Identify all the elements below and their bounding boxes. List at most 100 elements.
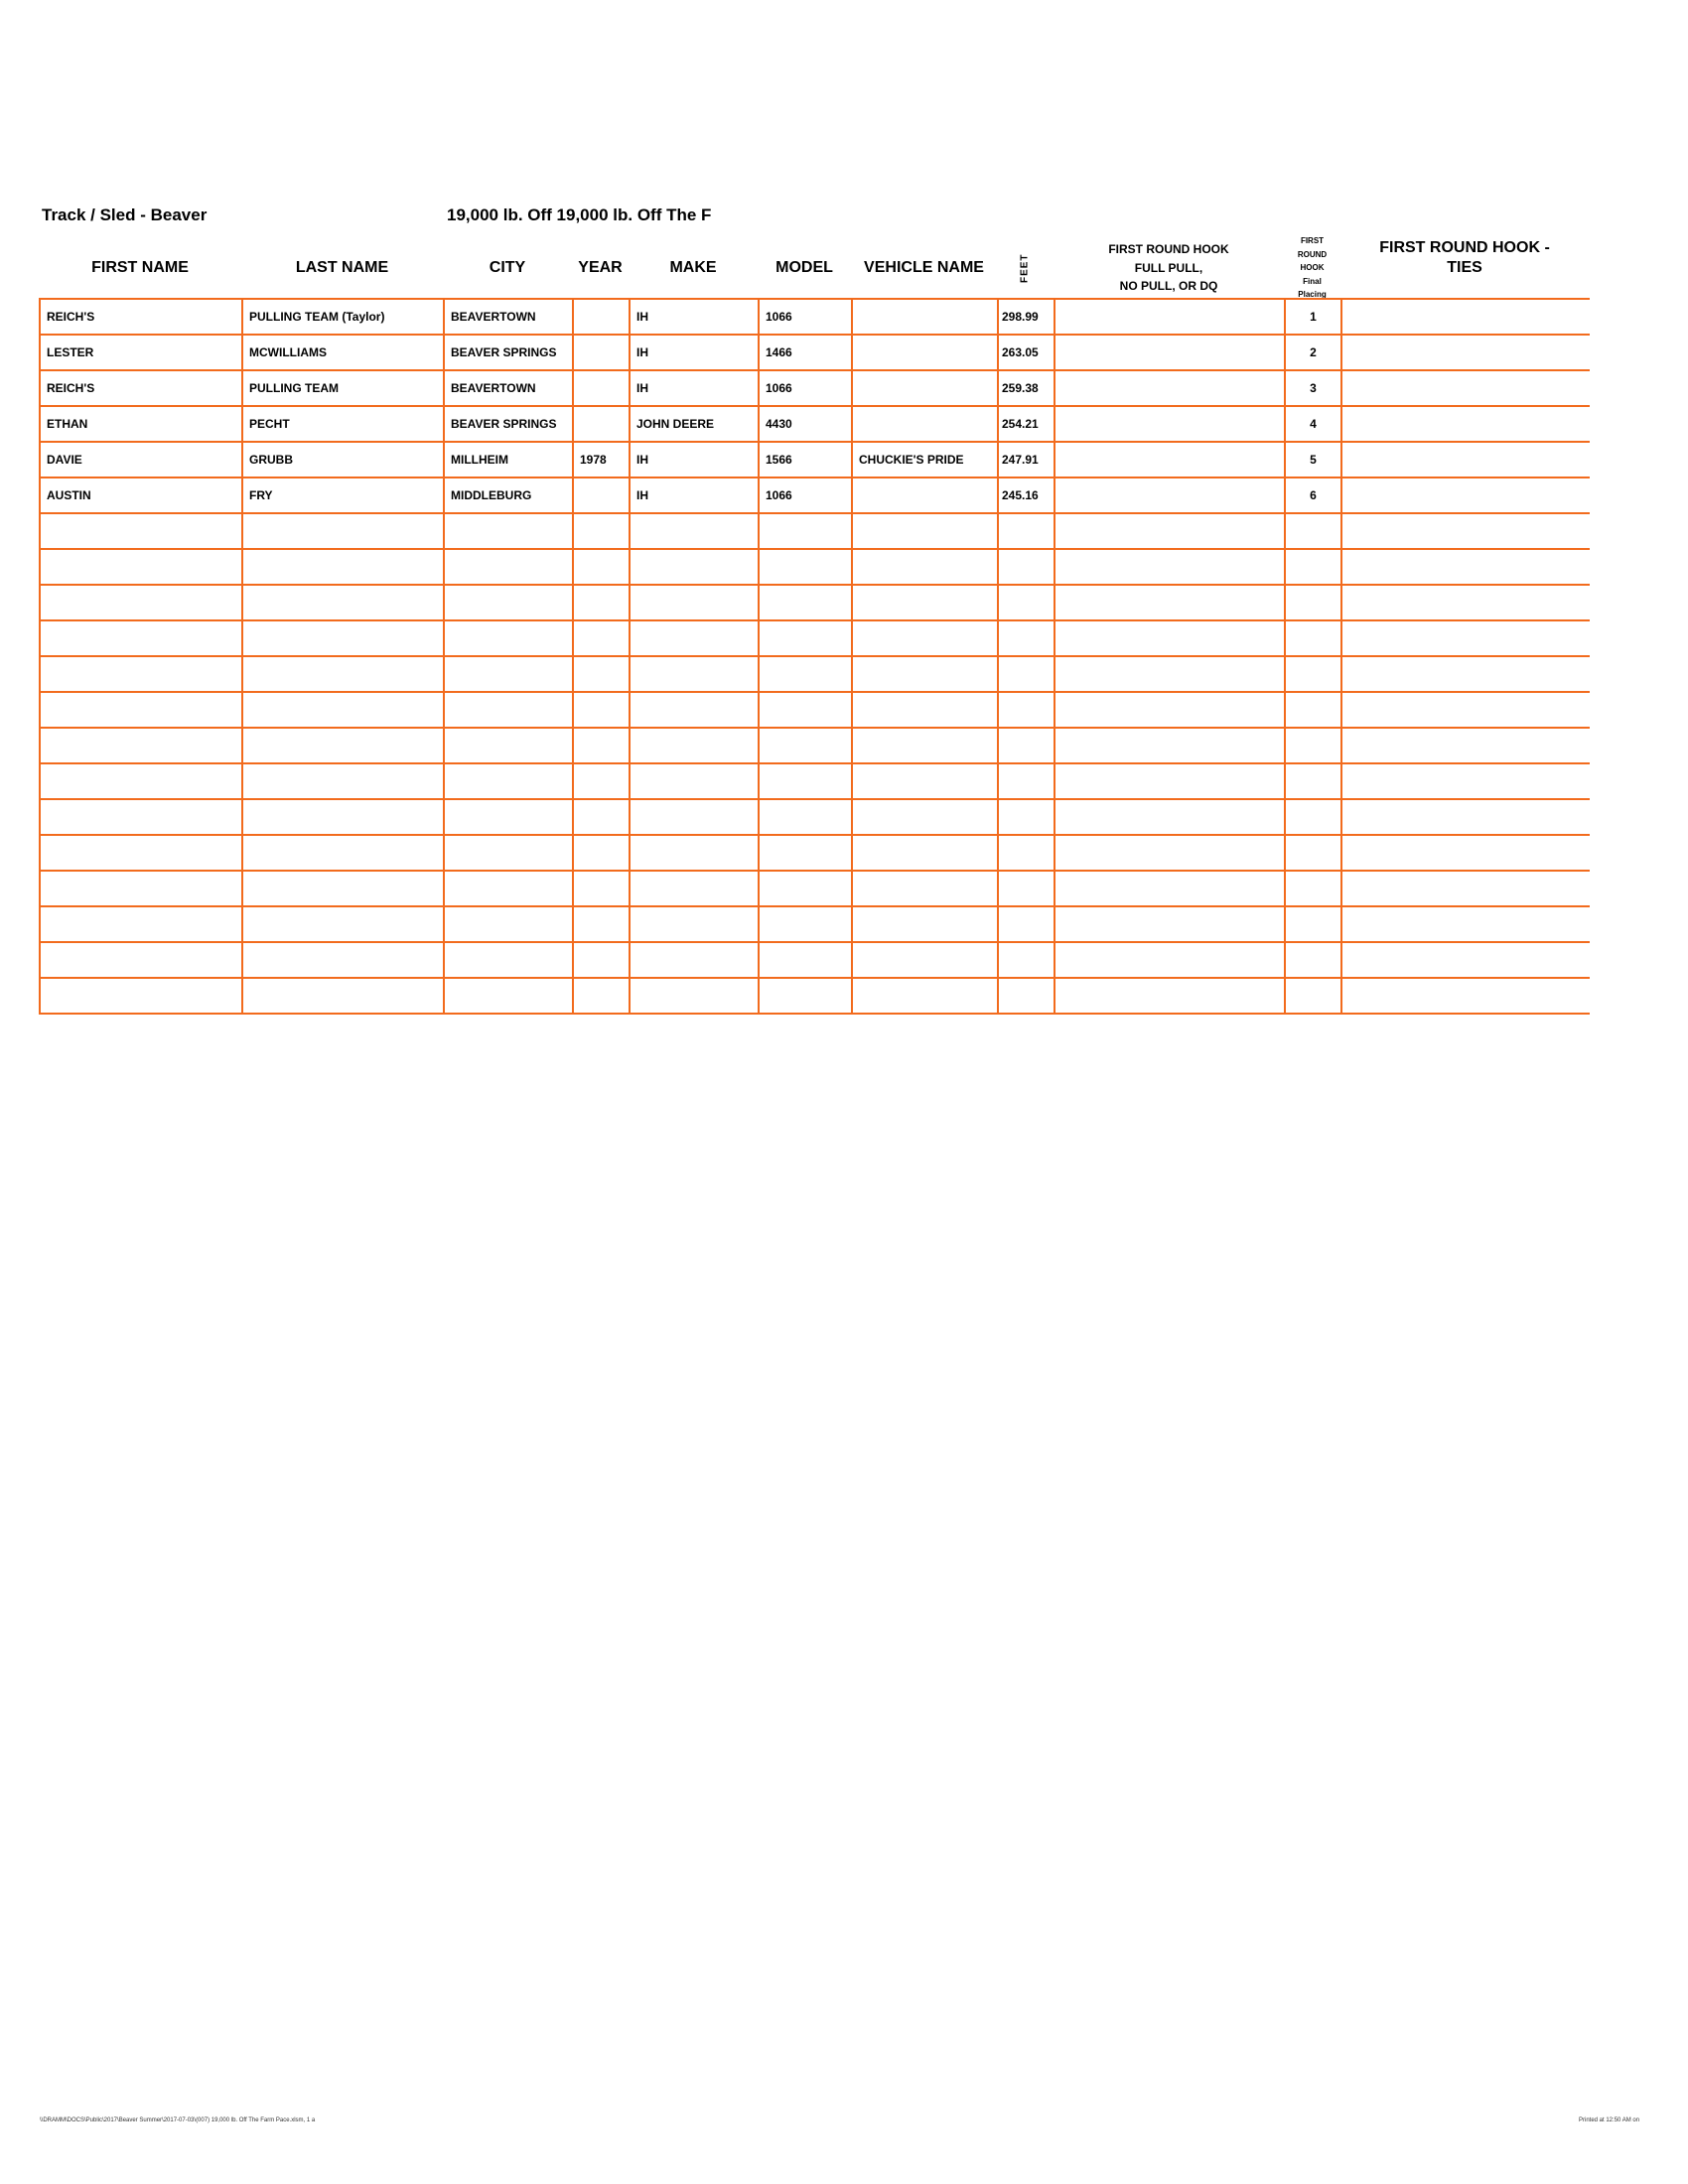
empty-table-row [39,941,1590,979]
cell-model [758,798,853,836]
cell-model [758,905,853,943]
cell-year [572,691,631,729]
empty-table-row [39,619,1590,657]
results-table: REICH'S PULLING TEAM (Taylor) BEAVERTOWN IH… [39,298,1590,1015]
cell-last: GRUBB [241,441,445,478]
cell-vehicle [851,762,999,800]
cell-last [241,834,445,872]
cell-make: IH [629,298,760,336]
cell-last [241,548,445,586]
cell-model [758,512,853,550]
table-row: REICH'S PULLING TEAM BEAVERTOWN IH 1066 259.3… [39,369,1590,407]
cell-hook [1054,441,1286,478]
cell-hook [1054,655,1286,693]
cell-make [629,655,760,693]
cell-first [39,834,243,872]
cell-vehicle [851,941,999,979]
cell-vehicle [851,798,999,836]
cell-city [443,941,574,979]
cell-year [572,655,631,693]
header-hook: FIRST ROUND HOOK FULL PULL, NO PULL, OR … [1054,238,1284,298]
cell-city: BEAVERTOWN [443,298,574,336]
cell-last: PECHT [241,405,445,443]
cell-model: 1066 [758,369,853,407]
cell-place [1284,905,1342,943]
cell-city [443,619,574,657]
header-hook-line: NO PULL, OR DQ [1119,279,1218,294]
cell-last [241,691,445,729]
empty-table-row [39,584,1590,621]
cell-last: FRY [241,477,445,514]
cell-feet [997,798,1055,836]
cell-last [241,762,445,800]
cell-feet: 254.21 [997,405,1055,443]
cell-last: PULLING TEAM [241,369,445,407]
cell-city: MILLHEIM [443,441,574,478]
cell-city: MIDDLEBURG [443,477,574,514]
cell-ties [1340,619,1590,657]
cell-first [39,691,243,729]
cell-ties [1340,905,1590,943]
cell-first: REICH'S [39,369,243,407]
cell-vehicle [851,619,999,657]
cell-ties [1340,977,1590,1015]
cell-place: 1 [1284,298,1342,336]
cell-ties [1340,441,1590,478]
cell-ties [1340,405,1590,443]
cell-hook [1054,727,1286,764]
cell-feet [997,727,1055,764]
cell-year [572,798,631,836]
cell-model [758,548,853,586]
cell-model [758,977,853,1015]
cell-first: LESTER [39,334,243,371]
cell-place: 5 [1284,441,1342,478]
cell-make [629,727,760,764]
cell-last [241,977,445,1015]
cell-model: 1566 [758,441,853,478]
cell-make [629,977,760,1015]
cell-ties [1340,548,1590,586]
cell-model: 1066 [758,298,853,336]
header-placing-line: Placing [1298,290,1327,300]
cell-model [758,727,853,764]
header-feet-text: FEET [1019,253,1031,283]
cell-model [758,655,853,693]
empty-table-row [39,691,1590,729]
header-hook-line: FIRST ROUND HOOK [1108,242,1229,257]
cell-model [758,584,853,621]
cell-first [39,512,243,550]
cell-year: 1978 [572,441,631,478]
header-first-name: FIRST NAME [91,259,189,276]
cell-make: IH [629,441,760,478]
cell-feet [997,941,1055,979]
cell-place [1284,727,1342,764]
cell-feet [997,762,1055,800]
cell-feet [997,905,1055,943]
empty-table-row [39,870,1590,907]
cell-vehicle [851,977,999,1015]
cell-hook [1054,977,1286,1015]
cell-feet [997,548,1055,586]
empty-table-row [39,762,1590,800]
cell-make: JOHN DEERE [629,405,760,443]
cell-year [572,584,631,621]
cell-city [443,798,574,836]
cell-last [241,905,445,943]
cell-place [1284,762,1342,800]
cell-place: 3 [1284,369,1342,407]
cell-city: BEAVER SPRINGS [443,334,574,371]
empty-table-row [39,512,1590,550]
header-placing-line: Final [1303,276,1322,286]
cell-year [572,834,631,872]
cell-place [1284,870,1342,907]
header-placing-line: ROUND [1297,249,1328,259]
cell-vehicle [851,870,999,907]
cell-make [629,584,760,621]
cell-ties [1340,584,1590,621]
cell-vehicle [851,834,999,872]
cell-make [629,870,760,907]
cell-ties [1340,762,1590,800]
cell-feet [997,977,1055,1015]
cell-first [39,619,243,657]
cell-hook [1054,298,1286,336]
